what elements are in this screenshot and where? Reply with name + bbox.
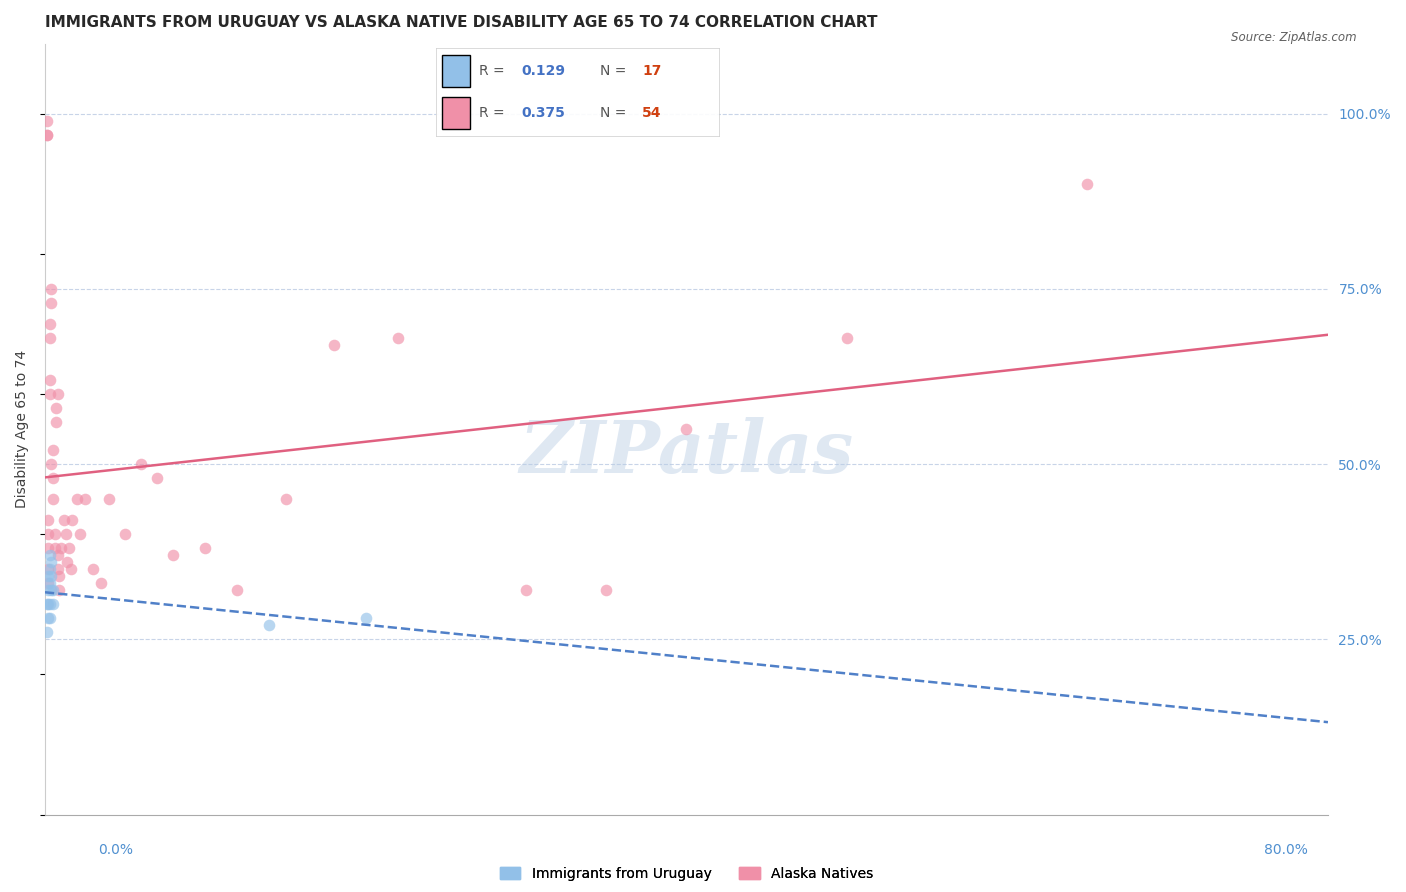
Point: [515, 583, 537, 598]
Point: [38, 331, 60, 345]
Point: [37, 541, 59, 556]
Point: [60, 513, 83, 527]
Text: 0.0%: 0.0%: [98, 843, 134, 857]
Point: [59, 562, 82, 576]
Point: [675, 422, 697, 436]
Point: [42, 471, 65, 485]
Point: [37, 611, 59, 625]
Text: ZIPatlas: ZIPatlas: [519, 417, 853, 488]
Point: [82, 562, 104, 576]
Point: [98, 492, 121, 507]
Point: [35, 113, 58, 128]
Point: [835, 331, 858, 345]
Legend: Immigrants from Uruguay, Alaska Natives: Immigrants from Uruguay, Alaska Natives: [499, 867, 873, 881]
Point: [274, 492, 297, 507]
Point: [595, 583, 617, 598]
Point: [49, 541, 72, 556]
Point: [45, 401, 67, 415]
Point: [37, 583, 59, 598]
Point: [41, 296, 63, 310]
Point: [66, 492, 89, 507]
Point: [56, 555, 79, 569]
Point: [48, 569, 70, 583]
Point: [42, 492, 65, 507]
Point: [129, 457, 152, 471]
Point: [44, 541, 66, 556]
Point: [259, 618, 281, 632]
Point: [38, 317, 60, 331]
Point: [41, 457, 63, 471]
Point: [55, 527, 77, 541]
Point: [226, 583, 249, 598]
Point: [387, 331, 409, 345]
Point: [75, 492, 97, 507]
Point: [42, 443, 65, 458]
Point: [35, 597, 58, 611]
Point: [45, 415, 67, 429]
Point: [114, 527, 136, 541]
Text: IMMIGRANTS FROM URUGUAY VS ALASKA NATIVE DISABILITY AGE 65 TO 74 CORRELATION CHA: IMMIGRANTS FROM URUGUAY VS ALASKA NATIVE…: [45, 15, 877, 30]
Point: [38, 611, 60, 625]
Point: [42, 583, 65, 598]
Text: Source: ZipAtlas.com: Source: ZipAtlas.com: [1232, 31, 1357, 45]
Point: [37, 513, 59, 527]
Point: [38, 387, 60, 401]
Point: [69, 527, 91, 541]
Point: [46, 387, 69, 401]
Point: [1076, 177, 1098, 191]
Point: [37, 597, 59, 611]
Y-axis label: Disability Age 65 to 74: Disability Age 65 to 74: [15, 350, 30, 508]
Point: [146, 471, 169, 485]
Point: [194, 541, 217, 556]
Point: [38, 548, 60, 562]
Point: [42, 597, 65, 611]
Point: [41, 583, 63, 598]
Point: [41, 555, 63, 569]
Point: [37, 562, 59, 576]
Point: [35, 625, 58, 640]
Point: [35, 128, 58, 142]
Point: [58, 541, 80, 556]
Point: [44, 527, 66, 541]
Point: [48, 583, 70, 598]
Point: [38, 562, 60, 576]
Point: [53, 513, 76, 527]
Point: [37, 576, 59, 591]
Point: [354, 611, 377, 625]
Point: [38, 576, 60, 591]
Point: [162, 548, 184, 562]
Text: 80.0%: 80.0%: [1264, 843, 1308, 857]
Point: [37, 569, 59, 583]
Point: [90, 576, 112, 591]
Point: [38, 597, 60, 611]
Point: [38, 373, 60, 387]
Point: [46, 548, 69, 562]
Point: [322, 338, 344, 352]
Point: [37, 527, 59, 541]
Point: [41, 569, 63, 583]
Point: [35, 128, 58, 142]
Point: [41, 282, 63, 296]
Point: [46, 562, 69, 576]
